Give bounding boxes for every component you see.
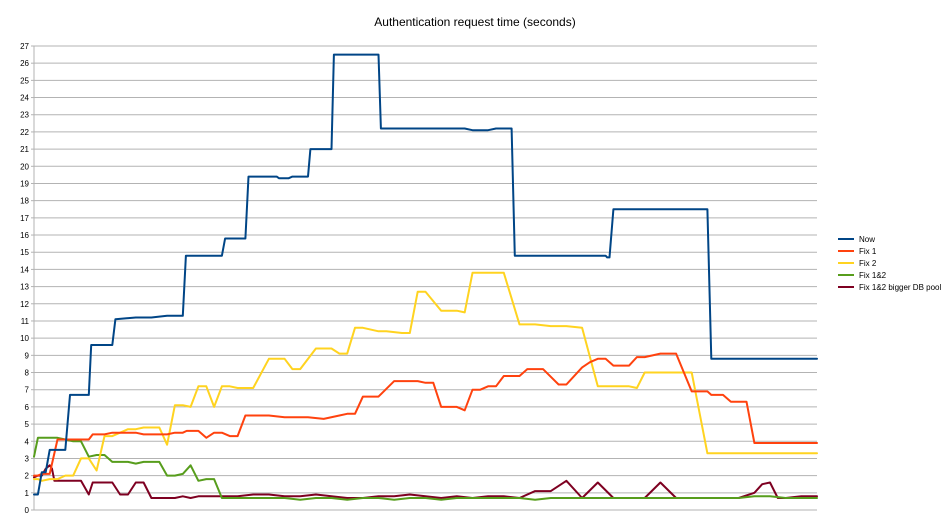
y-tick-label: 27	[20, 42, 29, 51]
axes	[31, 45, 817, 511]
y-tick-label: 2	[25, 472, 30, 481]
y-tick-label: 25	[20, 76, 29, 85]
y-tick-label: 0	[25, 506, 30, 515]
y-tick-label: 3	[25, 454, 30, 463]
y-tick-label: 5	[25, 420, 30, 429]
y-tick-label: 12	[20, 300, 29, 309]
series-lines	[33, 53, 818, 501]
legend: Now Fix 1 Fix 2 Fix 1&2 Fix 1&2 bigger DB po…	[838, 235, 941, 292]
chart-title: Authentication request time (seconds)	[374, 15, 575, 29]
y-tick-label: 13	[20, 283, 29, 292]
y-tick-label: 11	[21, 317, 30, 326]
y-tick-label: 15	[20, 248, 29, 257]
y-tick-label: 24	[20, 94, 29, 103]
y-tick-label: 14	[20, 265, 29, 274]
series-line-fix-1-2	[33, 436, 818, 501]
y-tick-label: 19	[20, 179, 29, 188]
y-tick-label: 8	[25, 369, 30, 378]
y-tick-label: 1	[25, 489, 30, 498]
series-line-fix-1	[33, 352, 818, 477]
y-tick-label: 6	[25, 403, 30, 412]
series-line-fix-1-2-bigger-db-pool	[33, 464, 818, 499]
y-tick-label: 7	[25, 386, 30, 395]
y-tick-label: 23	[20, 111, 29, 120]
legend-label: Fix 1	[859, 247, 877, 256]
series-line-now	[33, 53, 818, 496]
legend-label: Fix 1&2	[859, 271, 887, 280]
legend-label: Fix 1&2 bigger DB pool	[859, 283, 941, 292]
y-tick-labels: 0123456789101112131415161718192021222324…	[20, 42, 29, 515]
series-line-fix-2	[33, 271, 818, 482]
y-tick-label: 22	[20, 128, 29, 137]
y-tick-label: 18	[20, 197, 29, 206]
y-tick-label: 9	[25, 351, 30, 360]
legend-label: Fix 2	[859, 259, 877, 268]
y-tick-label: 26	[20, 59, 29, 68]
y-tick-label: 17	[20, 214, 29, 223]
y-tick-label: 4	[25, 437, 30, 446]
legend-label: Now	[859, 235, 875, 244]
y-tick-label: 10	[20, 334, 29, 343]
y-tick-label: 21	[20, 145, 29, 154]
y-tick-label: 16	[20, 231, 29, 240]
y-tick-label: 20	[20, 162, 29, 171]
grid-lines	[34, 45, 817, 511]
